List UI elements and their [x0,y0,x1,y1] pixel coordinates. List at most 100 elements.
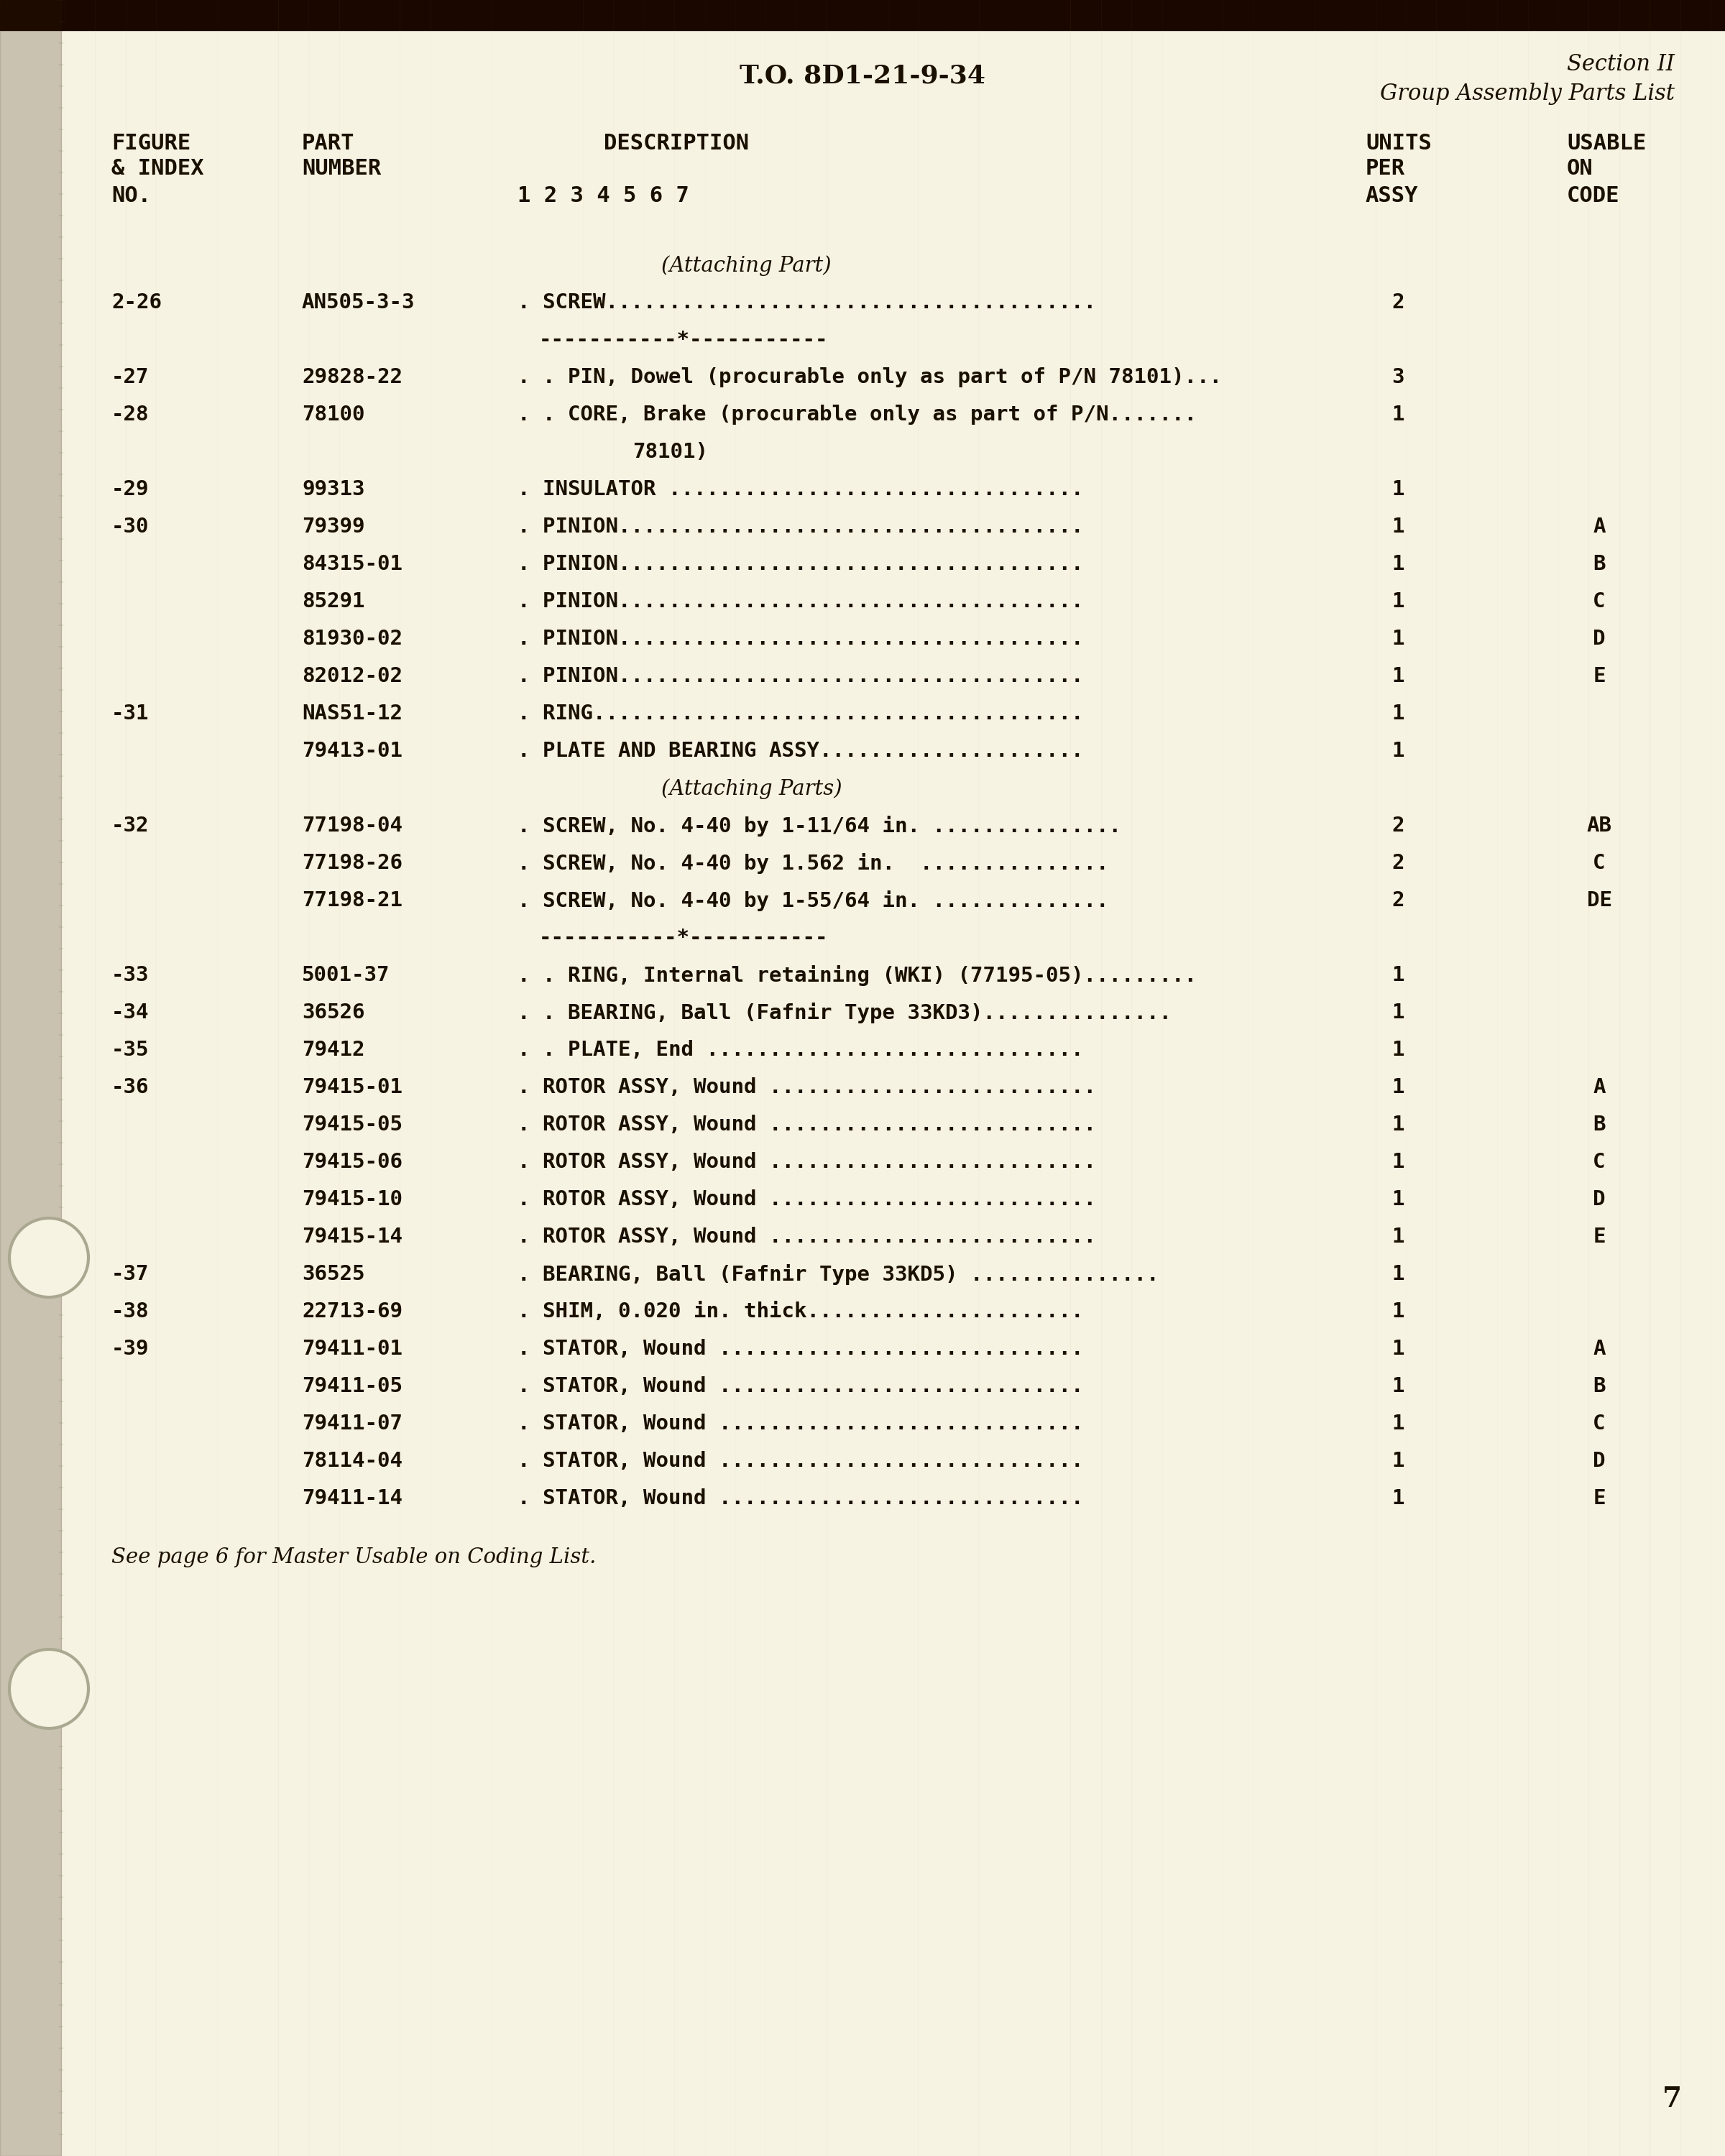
Text: A: A [1592,1339,1606,1358]
Text: 79411-14: 79411-14 [302,1488,402,1509]
Text: . . CORE, Brake (procurable only as part of P/N.......: . . CORE, Brake (procurable only as part… [518,405,1197,425]
Text: ASSY: ASSY [1366,185,1418,207]
Text: . ROTOR ASSY, Wound ..........................: . ROTOR ASSY, Wound ....................… [518,1078,1095,1097]
Text: -----------*-----------: -----------*----------- [538,330,828,349]
Text: A: A [1592,517,1606,537]
Text: 36526: 36526 [302,1003,364,1022]
Text: A: A [1592,1078,1606,1097]
Text: . BEARING, Ball (Fafnir Type 33KD5) ...............: . BEARING, Ball (Fafnir Type 33KD5) ....… [518,1263,1159,1285]
Text: 78114-04: 78114-04 [302,1451,402,1470]
Text: . ROTOR ASSY, Wound ..........................: . ROTOR ASSY, Wound ....................… [518,1115,1095,1134]
Text: C: C [1592,854,1606,873]
Text: 1: 1 [1392,742,1404,761]
Text: 3: 3 [1392,367,1404,388]
Text: E: E [1592,1488,1606,1509]
Text: -32: -32 [112,815,148,837]
Text: 2: 2 [1392,890,1404,910]
Text: . SCREW, No. 4-40 by 1.562 in.  ...............: . SCREW, No. 4-40 by 1.562 in. .........… [518,854,1109,873]
Text: PER: PER [1366,157,1406,179]
Text: -31: -31 [112,703,148,724]
Text: T.O. 8D1-21-9-34: T.O. 8D1-21-9-34 [740,63,985,88]
Text: FIGURE: FIGURE [112,134,191,153]
Text: 1: 1 [1392,479,1404,500]
Text: 78100: 78100 [302,405,364,425]
Text: 79415-06: 79415-06 [302,1151,402,1173]
Text: 79415-10: 79415-10 [302,1190,402,1210]
Text: 79413-01: 79413-01 [302,742,402,761]
Text: -38: -38 [112,1302,148,1322]
Text: 5001-37: 5001-37 [302,966,390,985]
Text: . SHIM, 0.020 in. thick......................: . SHIM, 0.020 in. thick.................… [518,1302,1083,1322]
Text: -33: -33 [112,966,148,985]
Text: 1: 1 [1392,1376,1404,1397]
Text: 1: 1 [1392,1115,1404,1134]
Text: D: D [1592,1451,1606,1470]
Text: AN505-3-3: AN505-3-3 [302,293,416,313]
Text: . INSULATOR .................................: . INSULATOR ............................… [518,479,1083,500]
Text: 77198-04: 77198-04 [302,815,402,837]
Text: 1: 1 [1392,591,1404,612]
Text: . STATOR, Wound .............................: . STATOR, Wound ........................… [518,1488,1083,1509]
Text: & INDEX: & INDEX [112,157,204,179]
Text: (Attaching Parts): (Attaching Parts) [661,778,842,800]
Text: NUMBER: NUMBER [302,157,381,179]
Text: 1: 1 [1392,1151,1404,1173]
Text: B: B [1592,1376,1606,1397]
Text: Group Assembly Parts List: Group Assembly Parts List [1380,82,1675,103]
Text: D: D [1592,630,1606,649]
Text: 1: 1 [1392,966,1404,985]
Text: AB: AB [1587,815,1611,837]
Text: 79411-05: 79411-05 [302,1376,402,1397]
Text: C: C [1592,1151,1606,1173]
Text: . . RING, Internal retaining (WKI) (77195-05).........: . . RING, Internal retaining (WKI) (7719… [518,966,1197,985]
Text: 77198-21: 77198-21 [302,890,402,910]
Text: See page 6 for Master Usable on Coding List.: See page 6 for Master Usable on Coding L… [112,1548,597,1567]
Text: . . PLATE, End ..............................: . . PLATE, End .........................… [518,1039,1083,1061]
Bar [0,0,60,2156]
Text: B: B [1592,554,1606,573]
Text: 1: 1 [1392,1039,1404,1061]
Text: DE: DE [1587,890,1611,910]
Text: . RING.......................................: . RING..................................… [518,703,1083,724]
Text: -37: -37 [112,1263,148,1285]
Text: D: D [1592,1190,1606,1210]
Text: 1: 1 [1392,1263,1404,1285]
Text: -34: -34 [112,1003,148,1022]
Text: 2-26: 2-26 [112,293,162,313]
Text: NAS51-12: NAS51-12 [302,703,402,724]
Text: Section II: Section II [1566,54,1675,75]
Text: 1: 1 [1392,1488,1404,1509]
Text: 85291: 85291 [302,591,364,612]
Text: 29828-22: 29828-22 [302,367,402,388]
Text: 7: 7 [1663,2085,1682,2113]
Text: 1: 1 [1392,1451,1404,1470]
Text: 1: 1 [1392,666,1404,686]
Text: -28: -28 [112,405,148,425]
Text: . PINION.....................................: . PINION................................… [518,517,1083,537]
Text: 79399: 79399 [302,517,364,537]
Text: . STATOR, Wound .............................: . STATOR, Wound ........................… [518,1414,1083,1434]
Text: -29: -29 [112,479,148,500]
Text: . ROTOR ASSY, Wound ..........................: . ROTOR ASSY, Wound ....................… [518,1190,1095,1210]
Text: . ROTOR ASSY, Wound ..........................: . ROTOR ASSY, Wound ....................… [518,1151,1095,1173]
Text: 82012-02: 82012-02 [302,666,402,686]
Text: 1: 1 [1392,1003,1404,1022]
Text: DESCRIPTION: DESCRIPTION [604,134,749,153]
Text: . ROTOR ASSY, Wound ..........................: . ROTOR ASSY, Wound ....................… [518,1227,1095,1246]
Text: . STATOR, Wound .............................: . STATOR, Wound ........................… [518,1339,1083,1358]
Text: -27: -27 [112,367,148,388]
Text: . SCREW, No. 4-40 by 1-11/64 in. ...............: . SCREW, No. 4-40 by 1-11/64 in. .......… [518,815,1121,837]
Text: . STATOR, Wound .............................: . STATOR, Wound ........................… [518,1451,1083,1470]
Text: 1: 1 [1392,517,1404,537]
Text: 1: 1 [1392,1190,1404,1210]
Text: 1: 1 [1392,630,1404,649]
Text: . PINION.....................................: . PINION................................… [518,554,1083,573]
Text: . PINION.....................................: . PINION................................… [518,630,1083,649]
Text: 2: 2 [1392,854,1404,873]
Bar [0,0,1725,30]
Text: 79412: 79412 [302,1039,364,1061]
Text: E: E [1592,666,1606,686]
Text: . PINION.....................................: . PINION................................… [518,591,1083,612]
Text: 79415-01: 79415-01 [302,1078,402,1097]
Text: . . BEARING, Ball (Fafnir Type 33KD3)...............: . . BEARING, Ball (Fafnir Type 33KD3)...… [518,1003,1171,1024]
